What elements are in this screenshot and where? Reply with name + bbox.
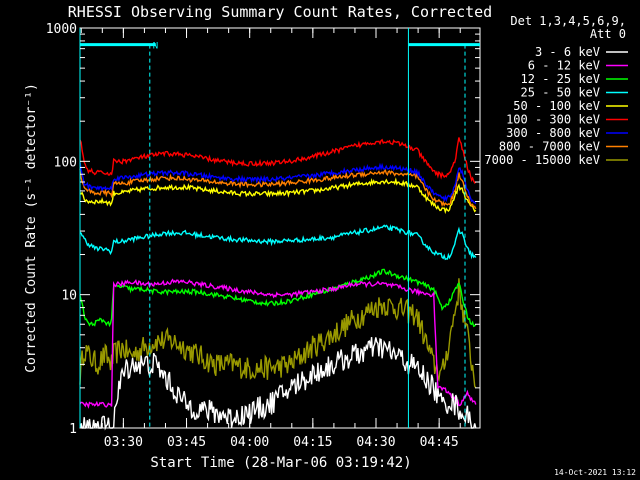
legend-item-label: 100 - 300 keV [506, 113, 600, 127]
legend-item-label: 12 - 25 keV [521, 72, 600, 86]
legend-item-label: 300 - 800 keV [506, 126, 600, 140]
series-line-3-6-kev [79, 337, 477, 431]
legend-header-line1: Det 1,3,4,5,6,9, [510, 14, 626, 28]
x-tick-label: 04:30 [356, 435, 395, 450]
legend-item-label: 25 - 50 keV [521, 86, 600, 100]
series-line-6-12-kev [79, 278, 477, 409]
series-line-800-7000-kev [79, 168, 477, 210]
x-tick-label: 04:00 [230, 435, 269, 450]
x-axis: 03:30 03:45 04:00 04:15 04:30 04:45 [80, 28, 461, 450]
x-axis-label: Start Time (28-Mar-06 03:19:42) [150, 455, 411, 471]
series-line-50-100-kev [79, 177, 477, 215]
legend-item-label: 6 - 12 keV [528, 59, 600, 73]
series-line-300-800-kev [79, 162, 477, 205]
x-tick-label: 03:30 [104, 435, 143, 450]
series-line-100-300-kev [79, 137, 477, 184]
legend-item-label: 3 - 6 keV [535, 45, 600, 59]
x-tick-label: 04:45 [420, 435, 459, 450]
annotation-label: N [153, 42, 158, 52]
legend-header-line2: Att 0 [590, 27, 626, 41]
chart-title: RHESSI Observing Summary Count Rates, Co… [68, 3, 492, 21]
legend-item-label: 800 - 7000 keV [499, 140, 600, 154]
y-tick-label: 1 [69, 422, 77, 437]
legend-item-label: 7000 - 15000 keV [484, 153, 600, 167]
y-tick-label: 10 [61, 289, 77, 304]
y-axis: 1 10 100 1000 [46, 22, 480, 437]
y-axis-label: Corrected Count Rate (s⁻¹ detector⁻¹) [24, 83, 39, 373]
series-line-7000-15000-kev [79, 278, 477, 389]
y-tick-label: 100 [54, 155, 77, 170]
legend-item-label: 50 - 100 keV [513, 99, 600, 113]
x-tick-label: 03:45 [167, 435, 206, 450]
plot-area: N [79, 27, 481, 431]
series-line-12-25-kev [79, 268, 477, 328]
footer-timestamp: 14-Oct-2021 13:12 [554, 468, 636, 477]
series-line-25-50-kev [79, 224, 477, 261]
x-tick-label: 04:15 [293, 435, 332, 450]
y-tick-label: 1000 [46, 22, 77, 37]
